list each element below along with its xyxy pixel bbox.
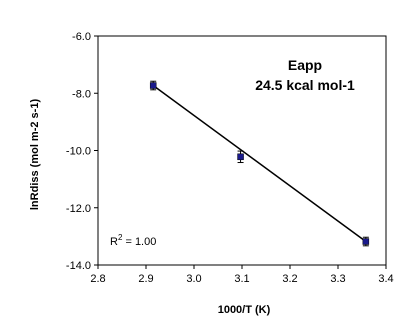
x-tick-label: 3.0	[186, 273, 201, 285]
y-axis-title: lnRdiss (mol m-2 s-1)	[29, 99, 41, 211]
annotation-value: 24.5 kcal mol-1	[255, 77, 355, 93]
data-point	[149, 82, 157, 89]
y-tick-label: -8.0	[72, 88, 91, 100]
annotation-title: Eapp	[288, 57, 322, 73]
y-tick-label: -12.0	[66, 203, 91, 215]
fit-line	[152, 84, 367, 243]
x-tick-label: 3.4	[378, 273, 393, 285]
x-tick-label: 3.3	[330, 273, 345, 285]
r-squared-prefix: R	[110, 236, 118, 248]
r-squared-label: R2 = 1.00	[110, 233, 156, 248]
x-tick-label: 3.2	[282, 273, 297, 285]
r-squared-value: = 1.00	[122, 236, 156, 248]
x-axis-title: 1000/T (K)	[218, 304, 271, 316]
data-point	[362, 238, 370, 245]
x-tick-label: 2.9	[138, 273, 153, 285]
y-tick-label: -6.0	[72, 31, 91, 43]
x-tick-label: 3.1	[234, 273, 249, 285]
y-tick-label: -10.0	[66, 146, 91, 158]
y-tick-label: -14.0	[66, 260, 91, 272]
data-point	[237, 153, 244, 161]
x-tick-label: 2.8	[90, 273, 105, 285]
r-squared-superscript: 2	[118, 233, 123, 242]
